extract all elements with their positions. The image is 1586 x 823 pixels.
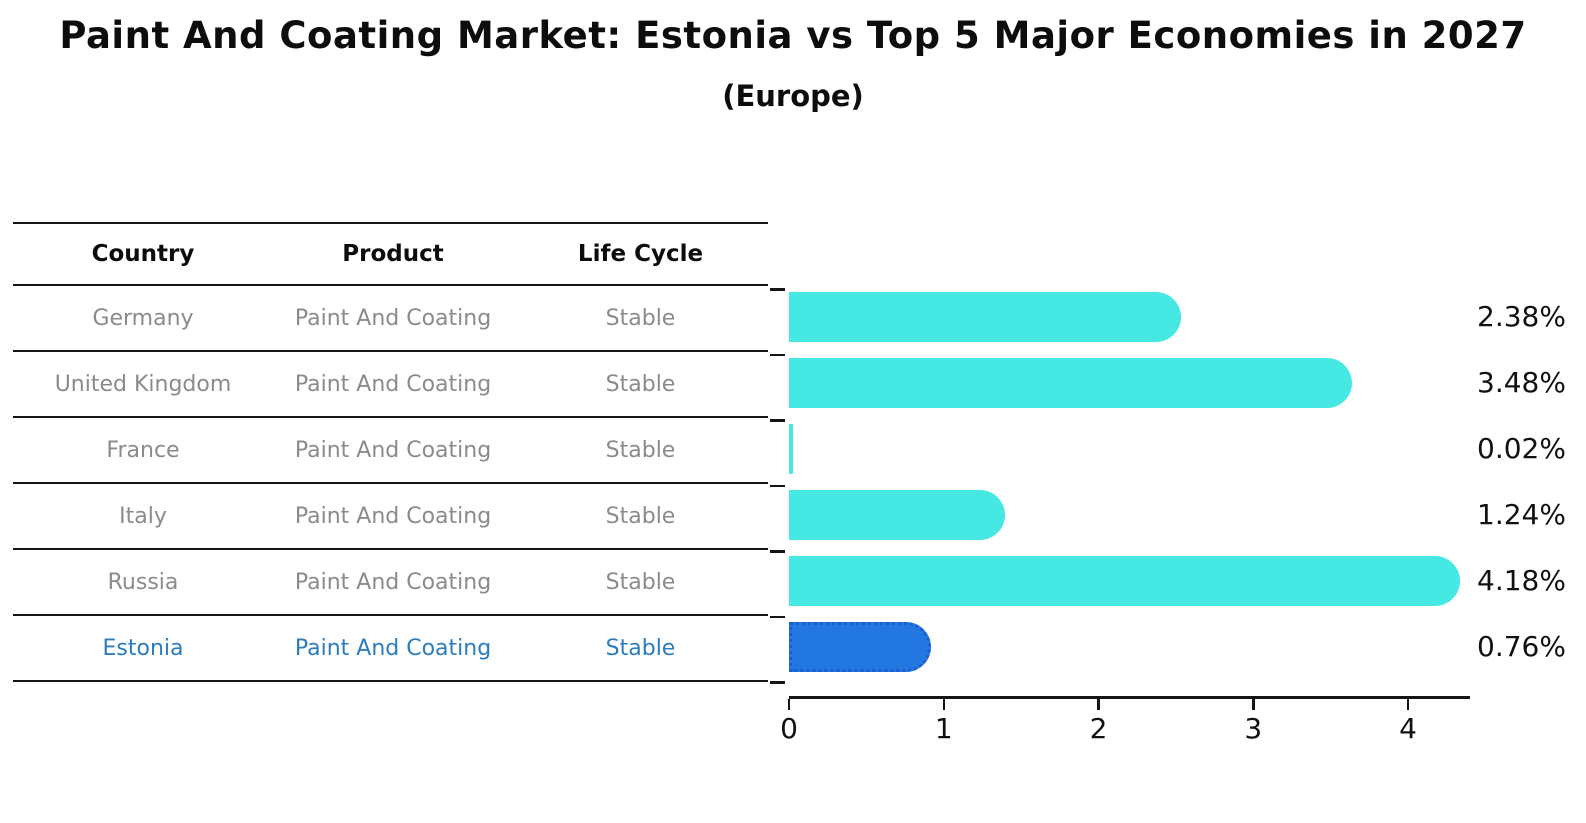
x-axis-line: [789, 696, 1470, 699]
bar-estonia: [789, 622, 931, 672]
table-row-italy: Italy Paint And Coating Stable: [13, 484, 768, 550]
header-product: Product: [342, 241, 444, 267]
y-axis-tick: [770, 419, 785, 422]
x-axis-tick-label: 1: [934, 712, 953, 745]
cell-country: Germany: [92, 305, 194, 331]
bar-value-label: 0.76%: [1477, 630, 1566, 663]
cell-product: Paint And Coating: [294, 569, 492, 595]
table-row-france: France Paint And Coating Stable: [13, 418, 768, 484]
page-title: Paint And Coating Market: Estonia vs Top…: [59, 14, 1527, 57]
x-axis-tick-label: 3: [1244, 712, 1263, 745]
cell-product: Paint And Coating: [294, 635, 492, 661]
bar-germany: [789, 292, 1182, 342]
x-axis-tick: [1252, 698, 1255, 710]
bar-france: [789, 424, 793, 474]
bar-italy: [789, 490, 1005, 540]
x-axis-tick-label: 2: [1089, 712, 1108, 745]
cell-life-cycle: Stable: [605, 503, 676, 529]
bar-russia: [789, 556, 1460, 606]
y-axis-tick: [770, 484, 785, 487]
cell-country: France: [106, 437, 180, 463]
bar-chart: 2.38% 3.48% 0.02% 1.24% 4.18% 0.76% 0 1 …: [770, 284, 1586, 764]
cell-product: Paint And Coating: [294, 371, 492, 397]
page-subtitle: (Europe): [722, 79, 864, 113]
bar-value-label: 4.18%: [1477, 564, 1566, 597]
y-axis-tick: [770, 353, 785, 356]
x-axis-tick-label: 0: [780, 712, 798, 745]
bar-value-label: 1.24%: [1477, 498, 1566, 531]
header-life-cycle: Life Cycle: [577, 241, 704, 267]
cell-country: Russia: [107, 569, 179, 595]
x-axis-tick: [787, 698, 791, 710]
cell-life-cycle: Stable: [605, 305, 676, 331]
cell-product: Paint And Coating: [294, 503, 492, 529]
bar-value-label: 0.02%: [1477, 432, 1566, 465]
table-row-russia: Russia Paint And Coating Stable: [13, 550, 768, 616]
table-row-germany: Germany Paint And Coating Stable: [13, 286, 768, 352]
bar-value-label: 3.48%: [1477, 366, 1566, 399]
y-axis-tick: [770, 550, 785, 553]
cell-country: Italy: [119, 503, 167, 529]
y-axis-tick: [770, 288, 785, 291]
cell-product: Paint And Coating: [294, 437, 492, 463]
cell-country: United Kingdom: [54, 371, 232, 397]
x-axis-tick-label: 4: [1399, 712, 1417, 745]
cell-life-cycle: Stable: [605, 569, 676, 595]
bar-united-kingdom: [789, 358, 1352, 408]
x-axis-tick: [1406, 698, 1410, 710]
y-axis-tick: [770, 615, 785, 618]
x-axis-tick: [1097, 698, 1100, 710]
table-row-estonia: Estonia Paint And Coating Stable: [13, 616, 768, 682]
table-row-united-kingdom: United Kingdom Paint And Coating Stable: [13, 352, 768, 418]
cell-country: Estonia: [102, 635, 184, 661]
cell-product: Paint And Coating: [294, 305, 492, 331]
y-axis-tick: [770, 681, 785, 684]
cell-life-cycle: Stable: [605, 437, 676, 463]
header-country: Country: [91, 241, 195, 267]
table-header-row: Country Product Life Cycle: [13, 224, 768, 286]
country-table: Country Product Life Cycle Germany Paint…: [13, 222, 768, 682]
x-axis-tick: [942, 698, 946, 710]
cell-life-cycle: Stable: [605, 635, 676, 661]
bar-value-label: 2.38%: [1477, 300, 1566, 333]
cell-life-cycle: Stable: [605, 371, 676, 397]
